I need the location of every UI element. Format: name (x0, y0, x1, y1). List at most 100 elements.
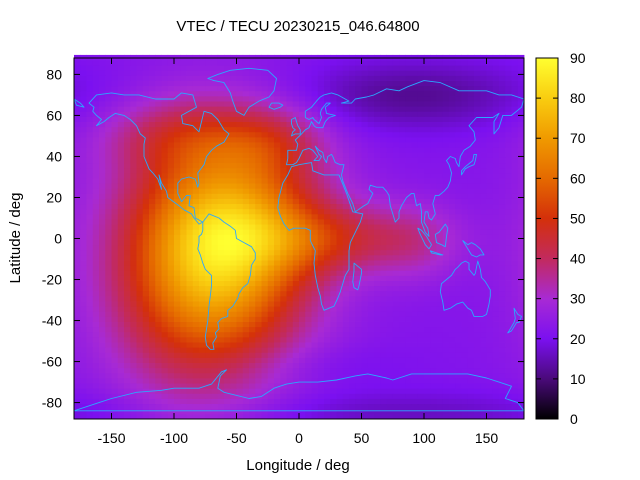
heatmap-cell (467, 326, 475, 333)
heatmap-cell (486, 265, 494, 271)
heatmap-cell (180, 177, 187, 184)
heatmap-cell (211, 362, 219, 369)
heatmap-cell (311, 90, 319, 97)
heatmap-cell (149, 316, 156, 322)
heatmap-cell (499, 80, 506, 87)
heatmap-cell (336, 131, 344, 138)
heatmap-cell (280, 301, 287, 307)
heatmap-cell (224, 224, 231, 230)
heatmap-cell (486, 90, 494, 97)
heatmap-cell (274, 90, 281, 97)
heatmap-cell (149, 162, 156, 169)
heatmap-cell (361, 147, 369, 153)
heatmap-cell (486, 152, 494, 158)
heatmap-cell (192, 111, 200, 117)
heatmap-cell (117, 106, 125, 112)
heatmap-cell (449, 106, 456, 112)
heatmap-cell (242, 398, 250, 405)
heatmap-cell (505, 177, 512, 184)
heatmap-cell (205, 101, 212, 107)
heatmap-cell (336, 229, 344, 235)
heatmap-cell (411, 393, 419, 399)
heatmap-cell (511, 177, 519, 184)
heatmap-cell (442, 80, 450, 87)
heatmap-cell (180, 203, 187, 210)
heatmap-cell (255, 85, 262, 92)
heatmap-cell (280, 336, 287, 343)
heatmap-cell (192, 393, 200, 399)
heatmap-cell (405, 239, 412, 246)
heatmap-cell (99, 362, 106, 369)
heatmap-cell (424, 408, 431, 415)
heatmap-cell (80, 321, 87, 328)
heatmap-cell (380, 393, 387, 399)
heatmap-cell (236, 342, 244, 348)
heatmap-cell (330, 183, 337, 189)
heatmap-cell (117, 152, 125, 158)
heatmap-cell (424, 188, 431, 194)
heatmap-cell (224, 295, 231, 302)
heatmap-cell (199, 301, 206, 307)
heatmap-cell (449, 219, 456, 225)
heatmap-cell (205, 393, 212, 399)
heatmap-cell (399, 265, 406, 271)
heatmap-cell (255, 167, 262, 174)
heatmap-cell (261, 336, 269, 343)
heatmap-cell (455, 121, 462, 128)
heatmap-cell (155, 347, 162, 353)
heatmap-cell (167, 121, 175, 128)
heatmap-cell (211, 249, 219, 256)
heatmap-cell (492, 331, 500, 338)
heatmap-cell (80, 183, 87, 189)
heatmap-cell (274, 147, 281, 153)
heatmap-cell (499, 101, 506, 107)
heatmap-cell (136, 408, 144, 415)
heatmap-cell (367, 70, 375, 76)
heatmap-cell (449, 326, 456, 333)
heatmap-cell (124, 311, 131, 317)
heatmap-cell (192, 85, 200, 92)
heatmap-cell (292, 101, 300, 107)
heatmap-cell (311, 326, 319, 333)
heatmap-cell (424, 121, 431, 128)
heatmap-cell (311, 219, 319, 225)
heatmap-cell (511, 111, 519, 117)
heatmap-cell (186, 85, 194, 92)
heatmap-cell (249, 280, 256, 287)
heatmap-cell (142, 388, 150, 394)
heatmap-cell (386, 162, 394, 169)
heatmap-cell (242, 275, 250, 281)
heatmap-cell (230, 326, 237, 333)
heatmap-cell (317, 65, 325, 71)
heatmap-cell (367, 342, 375, 348)
heatmap-cell (299, 398, 306, 405)
heatmap-cell (474, 147, 481, 153)
heatmap-cell (186, 224, 194, 230)
heatmap-cell (355, 177, 362, 184)
heatmap-cell (355, 193, 362, 199)
heatmap-cell (467, 347, 475, 353)
heatmap-cell (311, 152, 319, 158)
heatmap-cell (367, 147, 375, 153)
heatmap-cell (192, 224, 200, 230)
heatmap-cell (130, 142, 137, 148)
heatmap-cell (467, 219, 475, 225)
heatmap-cell (292, 249, 300, 256)
heatmap-cell (299, 162, 306, 169)
heatmap-cell (392, 229, 400, 235)
heatmap-cell (167, 372, 175, 379)
heatmap-cell (392, 362, 400, 369)
heatmap-cell (86, 311, 94, 317)
heatmap-cell (217, 357, 225, 363)
heatmap-cell (324, 270, 331, 276)
heatmap-cell (267, 126, 275, 133)
heatmap-cell (74, 60, 81, 66)
heatmap-cell (286, 224, 294, 230)
heatmap-cell (261, 383, 269, 389)
heatmap-cell (261, 393, 269, 399)
heatmap-cell (436, 336, 444, 343)
heatmap-cell (255, 121, 262, 128)
heatmap-cell (92, 285, 100, 292)
heatmap-cell (192, 219, 200, 225)
heatmap-cell (311, 224, 319, 230)
